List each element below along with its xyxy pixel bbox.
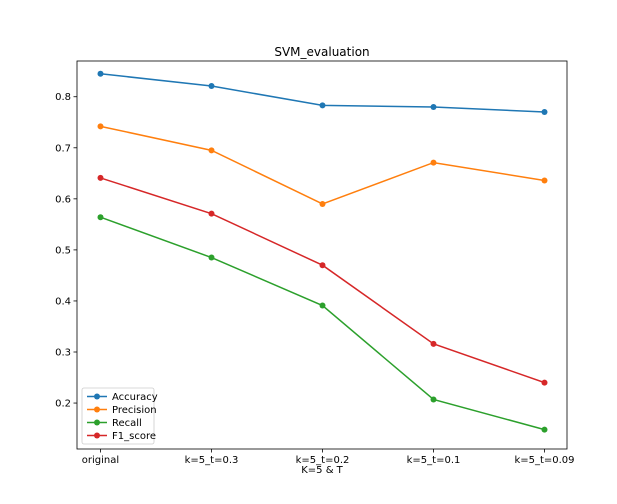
data-point-accuracy bbox=[97, 70, 104, 77]
y-tick-label: 0.7 bbox=[55, 143, 71, 154]
series-f1-score bbox=[97, 174, 548, 386]
plot-area bbox=[76, 60, 568, 450]
x-axis: original k=5_t=0.3 k=5_t=0.2 k=5_t=0.1 k=5_t… bbox=[82, 449, 575, 466]
legend-label-recall: Recall bbox=[112, 418, 142, 429]
legend-marker-f1-score bbox=[94, 432, 100, 439]
legend-box bbox=[81, 387, 155, 445]
data-point-precision bbox=[430, 159, 437, 166]
legend-label-f1-score: F1_score bbox=[112, 431, 156, 442]
y-tick-label: 0.8 bbox=[55, 92, 71, 103]
legend: Accuracy Precision Recall F1_score bbox=[81, 387, 158, 445]
y-tick-label: 0.4 bbox=[55, 296, 71, 307]
data-point-accuracy bbox=[319, 102, 326, 109]
legend-marker-precision bbox=[94, 406, 100, 413]
x-tick-label: original bbox=[82, 455, 119, 466]
data-point-accuracy bbox=[208, 83, 215, 90]
x-tick-label: k=5_t=0.2 bbox=[296, 455, 350, 466]
series-accuracy bbox=[97, 70, 548, 116]
legend-marker-recall bbox=[94, 419, 100, 426]
x-tick-label: k=5_t=0.3 bbox=[185, 455, 239, 466]
legend-label-accuracy: Accuracy bbox=[112, 392, 158, 403]
x-axis-label: K=5 & T bbox=[301, 465, 343, 476]
data-point-f1-score bbox=[319, 262, 326, 269]
legend-label-precision: Precision bbox=[112, 405, 157, 416]
data-point-recall bbox=[541, 426, 548, 433]
data-point-f1-score bbox=[541, 379, 548, 386]
data-point-recall bbox=[319, 302, 326, 309]
data-point-accuracy bbox=[430, 103, 437, 110]
y-tick-label: 0.3 bbox=[55, 348, 71, 359]
series-recall bbox=[97, 214, 548, 433]
y-tick-label: 0.5 bbox=[55, 245, 71, 256]
series-layer bbox=[97, 70, 548, 433]
data-point-f1-score bbox=[97, 174, 104, 181]
x-tick-label: k=5_t=0.1 bbox=[407, 455, 461, 466]
data-point-f1-score bbox=[208, 210, 215, 217]
data-point-recall bbox=[97, 214, 104, 221]
chart-title: SVM_evaluation bbox=[274, 45, 369, 59]
y-tick-label: 0.6 bbox=[55, 194, 71, 205]
data-point-accuracy bbox=[541, 109, 548, 116]
data-point-recall bbox=[430, 396, 437, 403]
data-point-precision bbox=[319, 200, 326, 207]
y-tick-label: 0.2 bbox=[55, 399, 71, 410]
x-tick-label: k=5_t=0.09 bbox=[514, 455, 574, 466]
series-precision bbox=[97, 123, 548, 207]
data-point-precision bbox=[97, 123, 104, 130]
data-point-precision bbox=[208, 147, 215, 154]
legend-marker-accuracy bbox=[94, 393, 100, 400]
data-point-f1-score bbox=[430, 340, 437, 347]
data-point-recall bbox=[208, 254, 215, 261]
y-axis: 0.2 0.3 0.4 0.5 0.6 0.7 0.8 bbox=[55, 92, 77, 410]
data-point-precision bbox=[541, 177, 548, 184]
